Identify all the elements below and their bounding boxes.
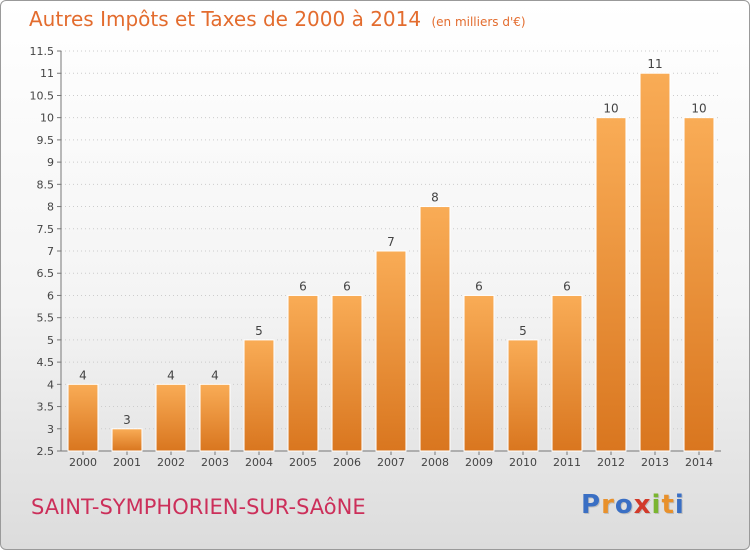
- x-tick-label-2008: 2008: [421, 456, 449, 469]
- bar-2011: [551, 294, 583, 452]
- bar-2009: [463, 294, 495, 452]
- x-tick-label-2010: 2010: [509, 456, 537, 469]
- logo-letter: i: [651, 490, 662, 520]
- x-tick-label-2000: 2000: [69, 456, 97, 469]
- y-tick-label: 3.5: [37, 401, 55, 414]
- bar-2001: [111, 428, 143, 452]
- bar-2006: [331, 294, 363, 452]
- bar-2004: [243, 339, 275, 452]
- logo-letter: o: [614, 490, 634, 520]
- x-tick-label-2003: 2003: [201, 456, 229, 469]
- y-tick-label: 8: [47, 201, 54, 214]
- x-tick-label-2014: 2014: [685, 456, 713, 469]
- data-label-2007: 7: [387, 235, 395, 249]
- data-label-2013: 11: [647, 57, 662, 71]
- y-tick-label: 4.5: [37, 356, 55, 369]
- bar-2002: [155, 383, 187, 452]
- data-label-2008: 8: [431, 191, 439, 205]
- data-label-2014: 10: [691, 102, 706, 116]
- data-label-2010: 5: [519, 324, 527, 338]
- y-tick-label: 11.5: [30, 45, 55, 58]
- logo-letter: x: [633, 490, 652, 520]
- logo-letter: i: [674, 490, 685, 520]
- logo-letter: P: [581, 490, 602, 520]
- y-tick-label: 6: [47, 289, 54, 302]
- x-tick-label-2005: 2005: [289, 456, 317, 469]
- x-tick-label-2012: 2012: [597, 456, 625, 469]
- data-label-2000: 4: [79, 368, 87, 382]
- bar-2007: [375, 250, 407, 452]
- y-tick-label: 9: [47, 156, 54, 169]
- bar-2012: [595, 117, 627, 452]
- x-tick-label-2013: 2013: [641, 456, 669, 469]
- data-label-2001: 3: [123, 413, 131, 427]
- x-tick-label-2006: 2006: [333, 456, 361, 469]
- data-label-2005: 6: [299, 279, 307, 293]
- bar-2013: [639, 72, 671, 452]
- y-tick-label: 5.5: [37, 312, 55, 325]
- data-label-2011: 6: [563, 279, 571, 293]
- y-tick-label: 5: [47, 334, 54, 347]
- x-tick-label-2001: 2001: [113, 456, 141, 469]
- logo-letter: t: [661, 490, 675, 520]
- bars: [67, 72, 715, 452]
- bar-2014: [683, 117, 715, 452]
- chart-subtitle: (en milliers d'€): [431, 15, 526, 29]
- bar-2010: [507, 339, 539, 452]
- y-tick-label: 3: [47, 423, 54, 436]
- y-tick-label: 9.5: [37, 134, 55, 147]
- data-label-2009: 6: [475, 279, 483, 293]
- y-tick-label: 7: [47, 245, 54, 258]
- bar-2000: [67, 383, 99, 452]
- x-tick-label-2011: 2011: [553, 456, 581, 469]
- bar-2008: [419, 206, 451, 452]
- data-label-2003: 4: [211, 368, 219, 382]
- x-tick-label-2007: 2007: [377, 456, 405, 469]
- chart-title-text: Autres Impôts et Taxes de 2000 à 2014: [29, 7, 422, 31]
- commune-name: SAINT-SYMPHORIEN-SUR-SAôNE: [31, 495, 366, 519]
- data-label-2004: 5: [255, 324, 263, 338]
- y-tick-label: 10.5: [30, 89, 55, 102]
- data-label-2006: 6: [343, 279, 351, 293]
- y-tick-label: 8.5: [37, 178, 55, 191]
- y-tick-label: 6.5: [37, 267, 55, 280]
- x-tick-label-2009: 2009: [465, 456, 493, 469]
- x-tick-label-2004: 2004: [245, 456, 273, 469]
- proxiti-logo: Proxiti: [581, 490, 685, 520]
- data-label-2002: 4: [167, 368, 175, 382]
- y-tick-label: 4: [47, 378, 54, 391]
- y-tick-label: 10: [40, 112, 54, 125]
- bar-2005: [287, 294, 319, 452]
- data-label-2012: 10: [603, 102, 618, 116]
- labels: 4 2000 3 2001 4 2002 4 2003 5 2004 6 2005 6 2006 7 2007…: [69, 57, 713, 469]
- y-tick-label: 2.5: [37, 445, 55, 458]
- x-tick-label-2002: 2002: [157, 456, 185, 469]
- chart-title: Autres Impôts et Taxes de 2000 à 2014 (e…: [29, 7, 526, 31]
- bar-2003: [199, 383, 231, 452]
- y-tick-label: 11: [40, 67, 54, 80]
- y-tick-label: 7.5: [37, 223, 55, 236]
- logo-letter: r: [601, 490, 615, 520]
